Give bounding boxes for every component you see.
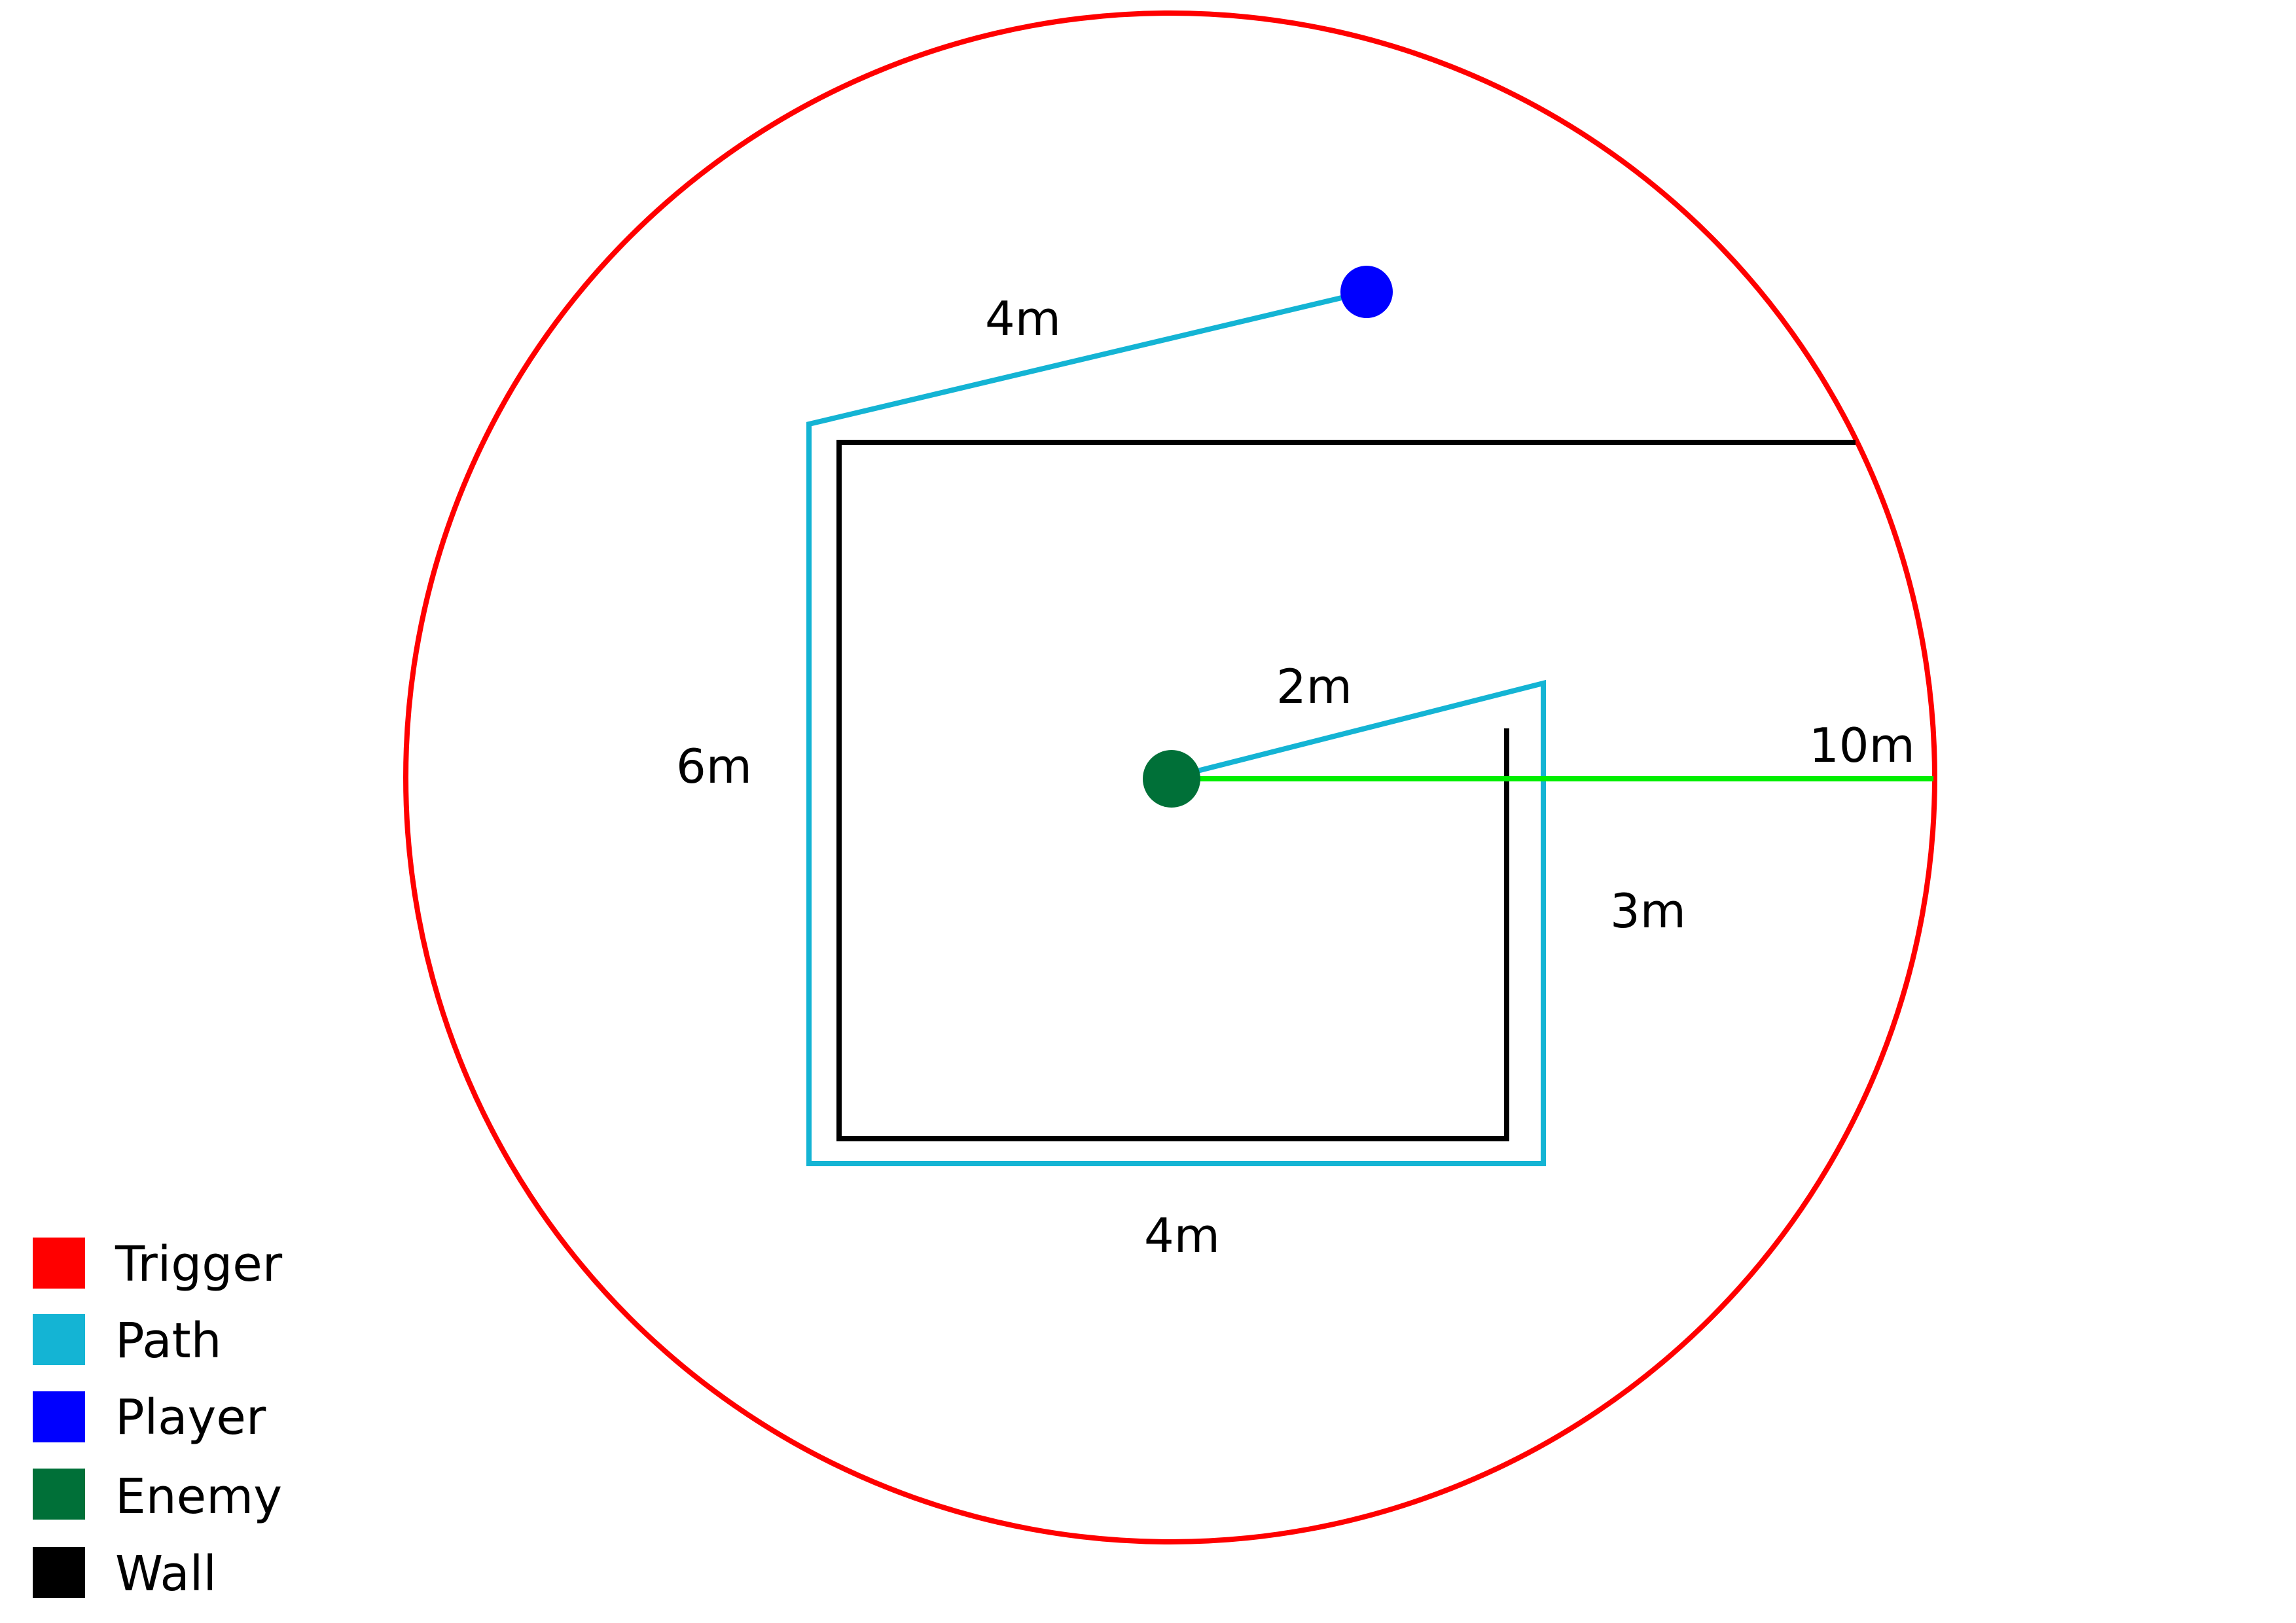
legend-label-trigger: Trigger bbox=[115, 1236, 283, 1293]
path bbox=[806, 289, 1546, 1166]
legend-label-wall: Wall bbox=[115, 1546, 217, 1602]
player-marker bbox=[1340, 266, 1393, 318]
legend-item-player: Player bbox=[33, 1389, 266, 1446]
right-side-length-label: 3m bbox=[1610, 883, 1686, 938]
legend-item-path: Path bbox=[33, 1313, 222, 1369]
legend-swatch-path bbox=[33, 1314, 85, 1365]
legend-item-trigger: Trigger bbox=[33, 1236, 283, 1293]
player-path-length-label: 4m bbox=[985, 291, 1061, 346]
bottom-side-length-label: 4m bbox=[1144, 1208, 1220, 1263]
trigger-radius-label: 10m bbox=[1809, 718, 1915, 773]
legend-swatch-wall bbox=[33, 1547, 85, 1598]
legend-label-path: Path bbox=[115, 1313, 222, 1369]
legend-item-enemy: Enemy bbox=[33, 1469, 282, 1525]
legend-label-enemy: Enemy bbox=[115, 1469, 282, 1525]
enemy-path-length-label: 2m bbox=[1276, 659, 1352, 714]
legend-swatch-enemy bbox=[33, 1469, 85, 1520]
legend-label-player: Player bbox=[115, 1389, 266, 1446]
wall bbox=[836, 440, 1856, 1141]
legend-item-wall: Wall bbox=[33, 1546, 217, 1602]
legend: Trigger Path Player Enemy Wall bbox=[33, 1236, 283, 1602]
legend-swatch-trigger bbox=[33, 1238, 85, 1289]
legend-swatch-player bbox=[33, 1391, 85, 1442]
left-side-length-label: 6m bbox=[676, 739, 752, 794]
enemy-marker bbox=[1143, 750, 1200, 808]
trigger-circle bbox=[403, 10, 1937, 1544]
